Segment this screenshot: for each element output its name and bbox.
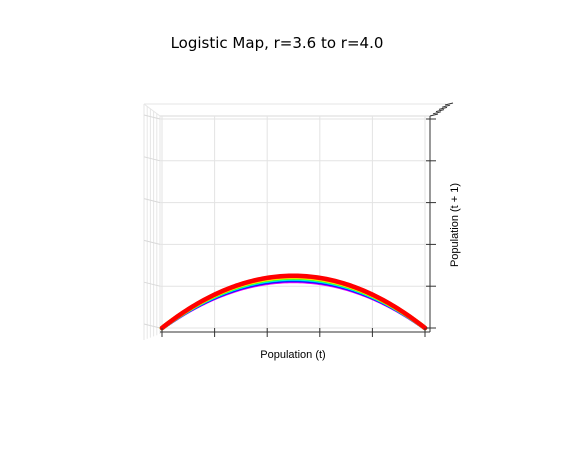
depth-tick-2 xyxy=(436,110,444,112)
depth-tick-4 xyxy=(442,105,450,107)
depth-tick-3 xyxy=(439,107,447,109)
curves xyxy=(162,276,425,328)
left-pane-tick-2 xyxy=(144,240,160,244)
y-axis-label: Population (t + 1) xyxy=(449,183,461,267)
left-pane-tick-5 xyxy=(144,115,160,119)
left-pane-ticks xyxy=(144,104,160,340)
depth-tick-1 xyxy=(433,112,441,114)
depth-tick-5 xyxy=(445,103,453,105)
left-pane-tick-4 xyxy=(144,157,160,161)
left-pane-tick-1 xyxy=(144,282,160,286)
left-pane-top-edge xyxy=(144,104,160,116)
left-pane-tick-0 xyxy=(144,324,160,328)
back-panes xyxy=(144,104,446,340)
chart-title: Logistic Map, r=3.6 to r=4.0 xyxy=(171,34,384,52)
x-axis xyxy=(160,328,430,337)
x-axis-label: Population (t) xyxy=(260,349,325,361)
left-pane-tick-3 xyxy=(144,199,160,203)
depth-tick-0 xyxy=(430,114,438,116)
y-axis xyxy=(426,116,436,332)
curve-r-4 xyxy=(162,276,425,328)
depth-axis-ticks xyxy=(430,103,453,116)
